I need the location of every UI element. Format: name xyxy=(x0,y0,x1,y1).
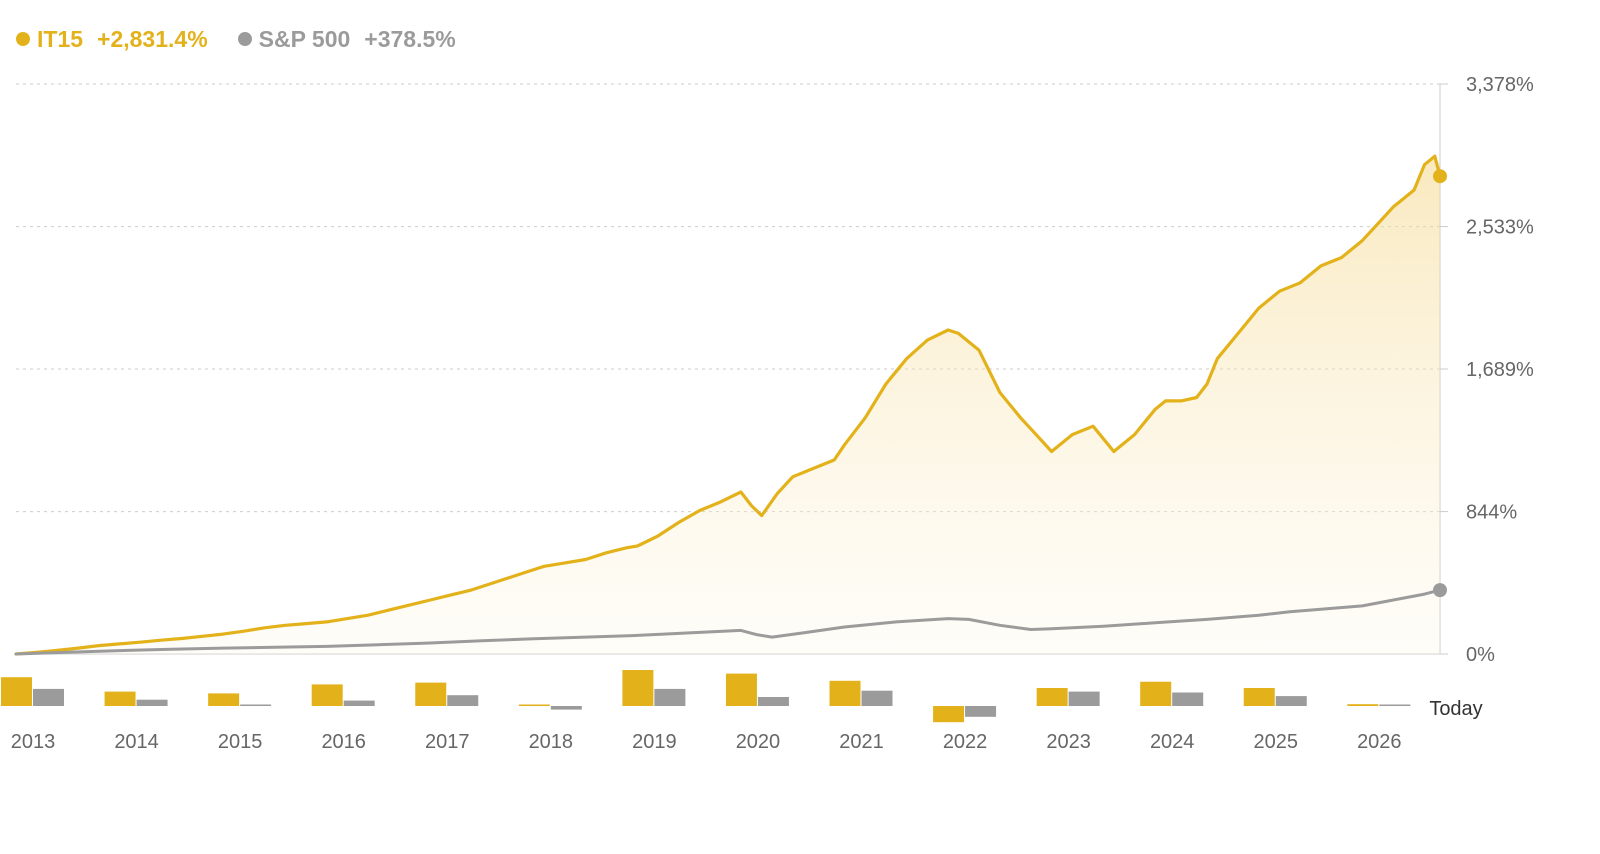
bar-benchmark-2021[interactable] xyxy=(861,690,893,706)
x-tick-label-2022: 2022 xyxy=(943,731,988,753)
x-tick-label-2019: 2019 xyxy=(632,731,677,753)
bar-benchmark-2015[interactable] xyxy=(240,704,272,707)
legend-item-primary[interactable]: IT15 +2,831.4% xyxy=(16,26,208,53)
legend-item-benchmark[interactable]: S&P 500 +378.5% xyxy=(237,25,456,53)
annual-return-bars xyxy=(1,670,1411,723)
bar-primary-2022[interactable] xyxy=(933,706,965,723)
bar-primary-2016[interactable] xyxy=(311,684,343,706)
bar-benchmark-2024[interactable] xyxy=(1172,692,1204,707)
bar-benchmark-2016[interactable] xyxy=(343,700,375,706)
bar-primary-2014[interactable] xyxy=(104,691,136,706)
bar-primary-2024[interactable] xyxy=(1140,681,1172,706)
bar-benchmark-2014[interactable] xyxy=(136,699,168,706)
legend-dot-primary xyxy=(16,32,30,46)
bar-benchmark-2018[interactable] xyxy=(550,706,582,710)
series-endpoint-primary[interactable] xyxy=(1433,169,1447,184)
series-lines xyxy=(14,154,1447,656)
legend-primary-change: +2,831.4% xyxy=(97,25,208,52)
bar-primary-2025[interactable] xyxy=(1243,688,1275,706)
legend-dot-benchmark xyxy=(237,32,252,46)
x-tick-label-2017: 2017 xyxy=(425,731,470,753)
legend-benchmark-name: S&P 500 xyxy=(258,25,351,52)
y-axis-ticks: 3,378% 2,533% 1,689% 844% 0% xyxy=(1466,74,1534,666)
bar-benchmark-2013[interactable] xyxy=(33,688,64,706)
x-tick-label-2024: 2024 xyxy=(1150,731,1195,753)
y-tick-label-0: 3,378% xyxy=(1466,74,1534,96)
series-line-benchmark xyxy=(14,588,1442,656)
bar-benchmark-2019[interactable] xyxy=(654,688,686,706)
bar-primary-2023[interactable] xyxy=(1036,688,1068,706)
x-tick-label-2020: 2020 xyxy=(736,731,781,753)
area-layer xyxy=(16,156,1440,654)
bar-benchmark-2026[interactable] xyxy=(1379,704,1411,707)
legend-benchmark-change: +378.5% xyxy=(364,25,456,52)
y-tick-label-3: 844% xyxy=(1466,502,1517,524)
x-tick-label-2023: 2023 xyxy=(1046,731,1091,753)
x-tick-label-2016: 2016 xyxy=(321,731,366,753)
y-tick-label-1: 2,533% xyxy=(1466,217,1534,239)
x-tick-label-2026: 2026 xyxy=(1357,731,1402,753)
y-tick-label-4: 0% xyxy=(1466,644,1495,666)
bar-primary-2017[interactable] xyxy=(415,682,447,706)
bar-benchmark-2025[interactable] xyxy=(1275,696,1307,706)
x-tick-label-2018: 2018 xyxy=(529,731,574,753)
x-tick-label-2021: 2021 xyxy=(839,731,884,753)
x-tick-label-2013: 2013 xyxy=(11,731,56,753)
bar-primary-2026[interactable] xyxy=(1347,704,1379,706)
x-tick-label-2014: 2014 xyxy=(114,731,159,753)
series-endpoint-benchmark[interactable] xyxy=(1433,583,1447,598)
chart-legend: IT15 +2,831.4% S&P 500 +378.5% xyxy=(16,22,456,56)
series-line-primary xyxy=(14,154,1442,656)
bar-primary-2018[interactable] xyxy=(518,704,550,707)
bar-primary-2015[interactable] xyxy=(208,693,240,706)
y-tick-label-2: 1,689% xyxy=(1466,359,1534,381)
today-label: Today xyxy=(1429,698,1482,720)
bar-benchmark-2023[interactable] xyxy=(1068,691,1100,706)
x-tick-label-2025: 2025 xyxy=(1254,731,1299,753)
x-tick-label-2015: 2015 xyxy=(218,731,263,753)
bar-benchmark-2022[interactable] xyxy=(965,706,997,717)
bar-primary-2020[interactable] xyxy=(725,673,757,706)
bar-primary-2013[interactable] xyxy=(1,677,32,706)
area-fill-primary xyxy=(16,156,1440,654)
bar-primary-2021[interactable] xyxy=(829,680,861,706)
bar-benchmark-2020[interactable] xyxy=(757,697,789,706)
x-axis-ticks: 2013 2014 2015 2016 2017 2018 2019 2020 2021 2022… xyxy=(11,698,1483,753)
legend-primary-name: IT15 xyxy=(37,25,84,52)
bar-primary-2019[interactable] xyxy=(622,670,654,706)
bar-benchmark-2017[interactable] xyxy=(447,695,479,706)
